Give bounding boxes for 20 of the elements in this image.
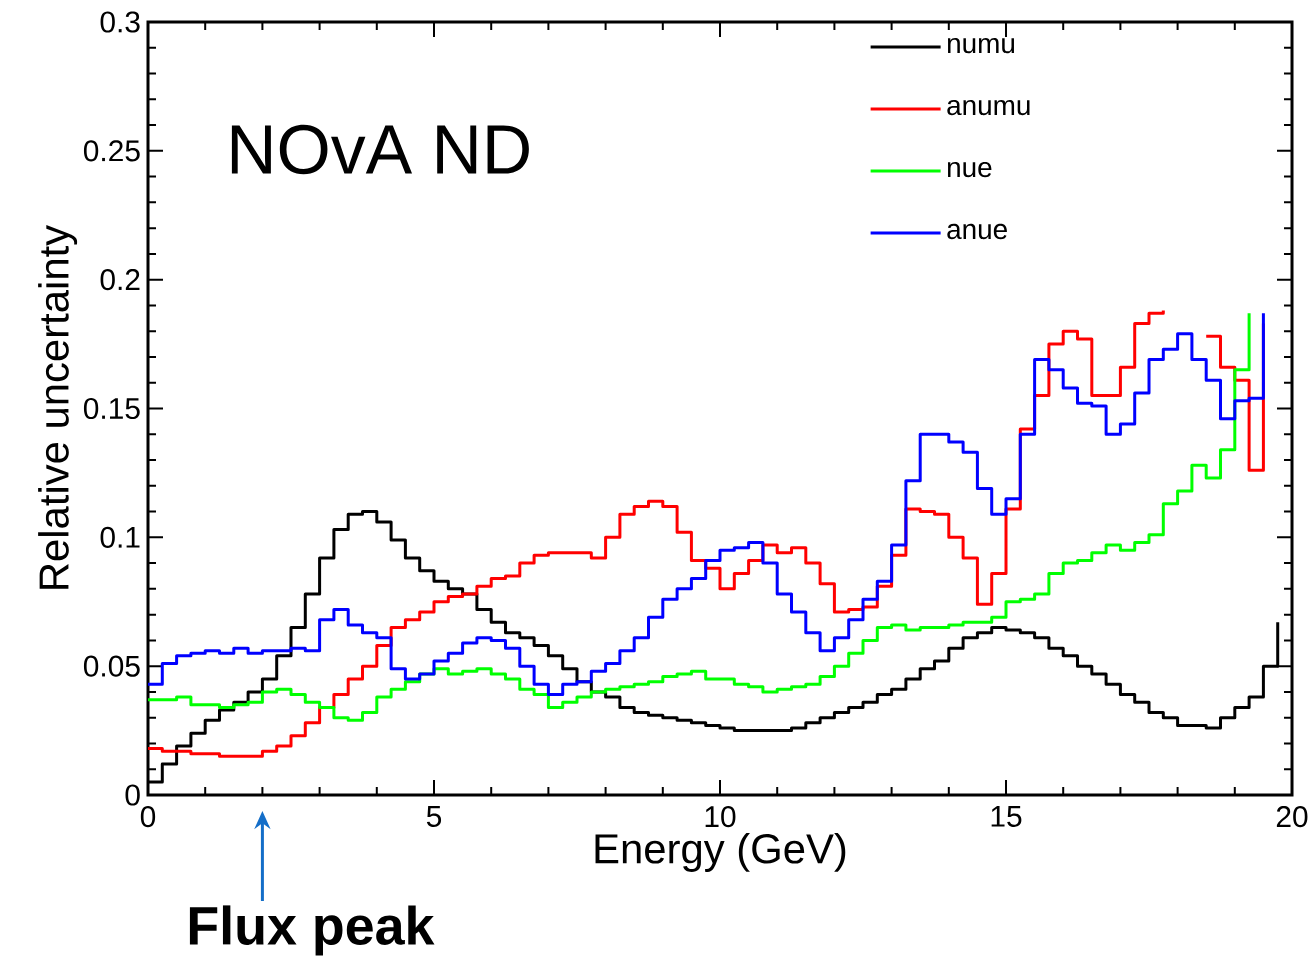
x-tick-label: 20 [1276, 806, 1308, 828]
legend-label: anumu [947, 99, 1030, 116]
y-tick-label: 0.15 [83, 397, 140, 420]
legend-label: numu [947, 37, 1015, 54]
legend-label: anue [947, 223, 1007, 240]
y-tick-label: 0.1 [100, 526, 140, 548]
x-tick-label: 15 [991, 806, 1022, 827]
y-axis-title: Relative uncertainty [38, 224, 78, 589]
x-tick-label: 0 [140, 806, 156, 828]
y-tick-label: 0.05 [83, 655, 140, 677]
y-tick-label: 0.25 [83, 140, 140, 162]
x-tick-label: 5 [426, 806, 442, 827]
annotation: NOvA ND [231, 124, 529, 175]
y-tick-label: 0 [125, 784, 140, 806]
y-tick-label: 0.2 [100, 269, 140, 291]
legend-label: nue [947, 161, 992, 178]
text: Flux peak [189, 905, 435, 956]
x-tick-label: 10 [705, 806, 736, 828]
x-axis-title: Energy (GeV) [595, 832, 846, 872]
y-tick-label: 0.3 [100, 11, 140, 33]
